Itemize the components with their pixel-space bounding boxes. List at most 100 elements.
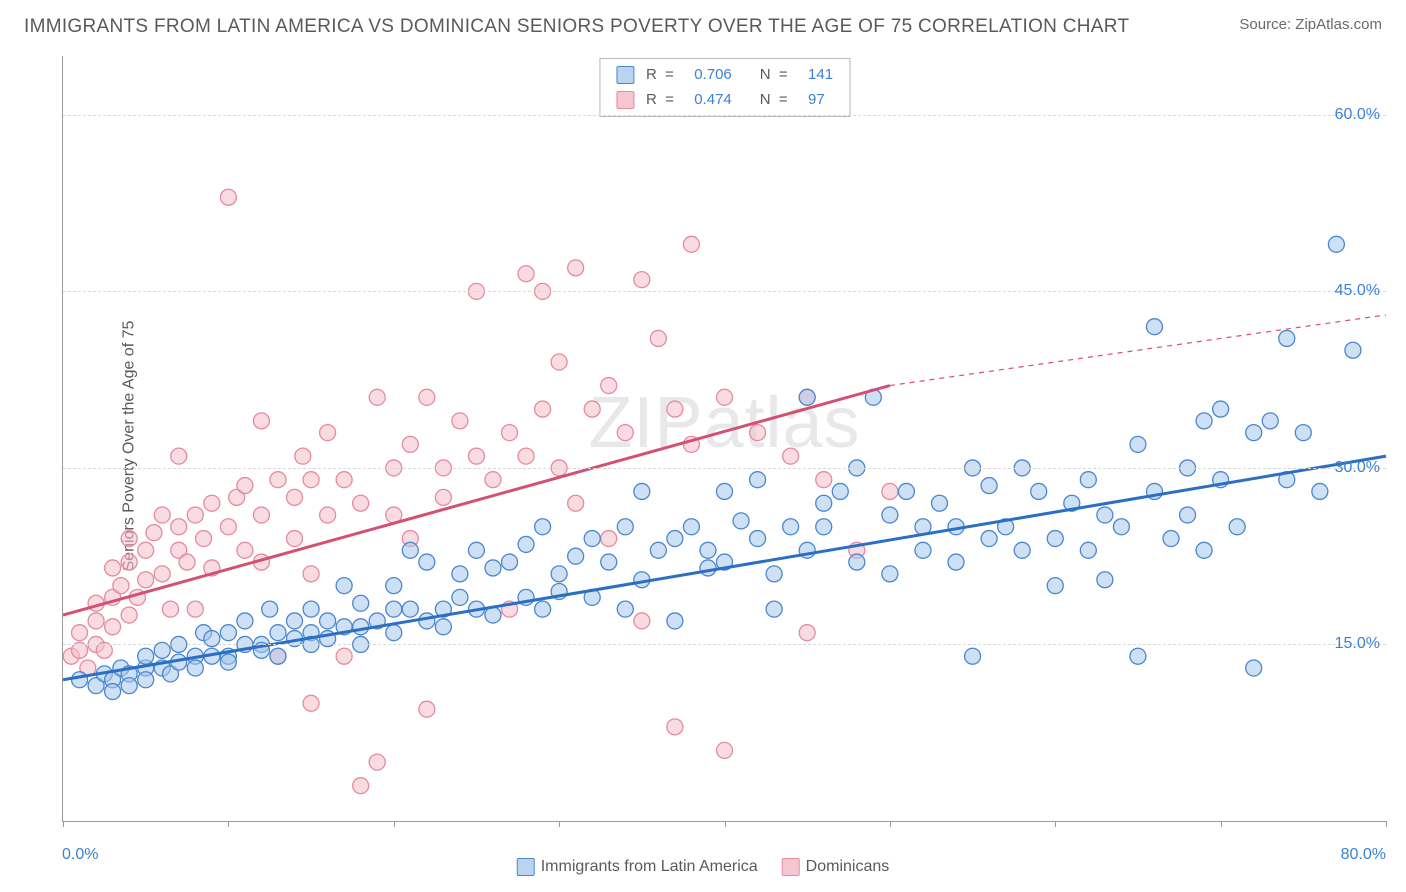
data-point <box>1163 531 1179 547</box>
legend-r-label: R = <box>640 88 688 113</box>
data-point <box>287 613 303 629</box>
data-point <box>1246 425 1262 441</box>
data-point <box>601 554 617 570</box>
data-point <box>320 507 336 523</box>
data-point <box>650 330 666 346</box>
data-point <box>237 478 253 494</box>
data-point <box>683 236 699 252</box>
data-point <box>468 542 484 558</box>
x-axis-tick <box>63 821 64 827</box>
data-point <box>634 613 650 629</box>
data-point <box>419 389 435 405</box>
data-point <box>634 483 650 499</box>
data-point <box>683 519 699 535</box>
data-point <box>650 542 666 558</box>
data-point <box>1295 425 1311 441</box>
data-point <box>72 672 88 688</box>
data-point <box>832 483 848 499</box>
data-point <box>146 525 162 541</box>
data-point <box>336 648 352 664</box>
x-axis-tick <box>228 821 229 827</box>
data-point <box>452 589 468 605</box>
data-point <box>518 448 534 464</box>
legend-swatch <box>782 858 800 876</box>
data-point <box>295 448 311 464</box>
data-point <box>419 554 435 570</box>
data-point <box>138 648 154 664</box>
data-point <box>601 531 617 547</box>
data-point <box>287 531 303 547</box>
data-point <box>88 613 104 629</box>
gridline <box>63 468 1386 469</box>
data-point <box>568 260 584 276</box>
data-point <box>518 266 534 282</box>
legend-n-label: N = <box>754 63 802 88</box>
y-axis-tick-label: 30.0% <box>1335 459 1380 477</box>
data-point <box>402 436 418 452</box>
data-point <box>204 495 220 511</box>
x-axis-tick <box>1221 821 1222 827</box>
data-point <box>485 560 501 576</box>
data-point <box>882 566 898 582</box>
data-point <box>733 513 749 529</box>
data-point <box>138 572 154 588</box>
legend-n-label: N = <box>754 88 802 113</box>
data-point <box>303 601 319 617</box>
y-axis-tick-label: 45.0% <box>1335 282 1380 300</box>
y-axis-tick-label: 60.0% <box>1335 106 1380 124</box>
data-point <box>535 401 551 417</box>
data-point <box>187 507 203 523</box>
data-point <box>402 601 418 617</box>
data-point <box>948 554 964 570</box>
stats-legend: R = 0.706N = 141R = 0.474N = 97 <box>599 58 850 117</box>
data-point <box>353 619 369 635</box>
legend-label: Immigrants from Latin America <box>541 858 758 875</box>
data-point <box>154 507 170 523</box>
data-point <box>468 448 484 464</box>
data-point <box>898 483 914 499</box>
data-point <box>435 489 451 505</box>
data-point <box>402 542 418 558</box>
data-point <box>121 678 137 694</box>
x-axis-tick <box>559 821 560 827</box>
x-axis-tick <box>725 821 726 827</box>
data-point <box>369 389 385 405</box>
gridline <box>63 291 1386 292</box>
data-point <box>799 389 815 405</box>
data-point <box>1328 236 1344 252</box>
x-axis-tick <box>1055 821 1056 827</box>
data-point <box>237 542 253 558</box>
data-point <box>766 601 782 617</box>
data-point <box>750 531 766 547</box>
trend-line-extension <box>890 315 1386 386</box>
data-point <box>220 654 236 670</box>
data-point <box>220 519 236 535</box>
data-point <box>1180 507 1196 523</box>
data-point <box>353 778 369 794</box>
data-point <box>435 619 451 635</box>
data-point <box>667 613 683 629</box>
data-point <box>287 489 303 505</box>
x-axis-min-label: 0.0% <box>62 846 98 864</box>
data-point <box>502 425 518 441</box>
data-point <box>1196 413 1212 429</box>
chart-title: IMMIGRANTS FROM LATIN AMERICA VS DOMINIC… <box>24 16 1129 38</box>
legend-r-label: R = <box>640 63 688 88</box>
data-point <box>667 531 683 547</box>
data-point <box>816 495 832 511</box>
data-point <box>568 548 584 564</box>
data-point <box>196 531 212 547</box>
data-point <box>237 613 253 629</box>
data-point <box>72 625 88 641</box>
data-point <box>105 560 121 576</box>
legend-swatch <box>616 91 634 109</box>
data-point <box>750 472 766 488</box>
legend-swatch <box>517 858 535 876</box>
data-point <box>766 566 782 582</box>
data-point <box>121 607 137 623</box>
data-point <box>1130 436 1146 452</box>
data-point <box>452 413 468 429</box>
data-point <box>617 425 633 441</box>
data-point <box>816 472 832 488</box>
data-point <box>220 189 236 205</box>
